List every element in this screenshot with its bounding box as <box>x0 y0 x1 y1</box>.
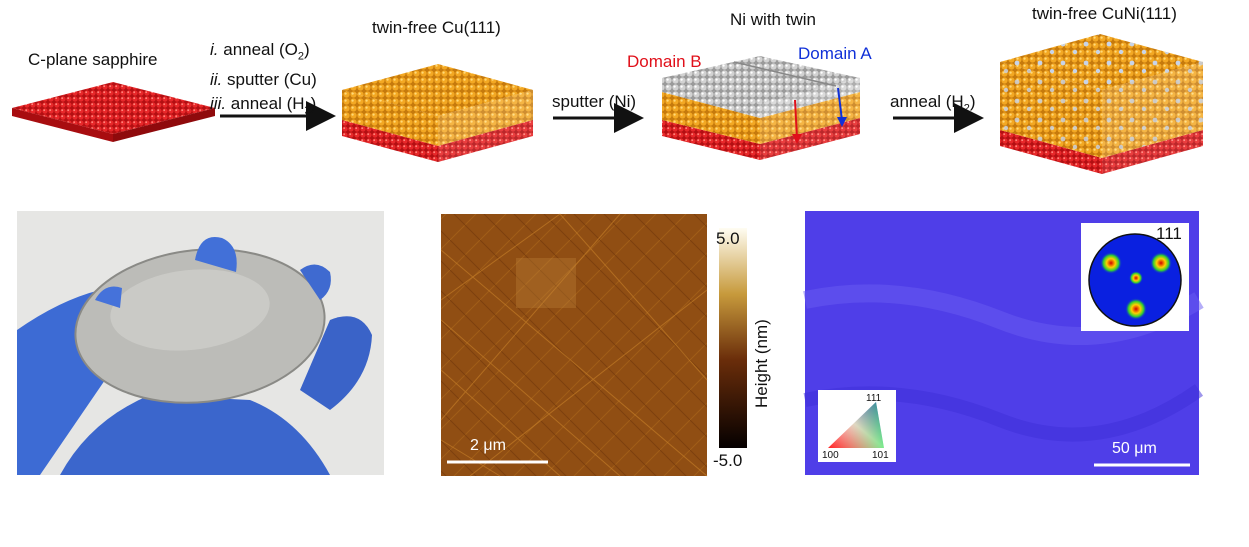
cuni-film-model <box>1000 34 1203 174</box>
sapphire-substrate <box>12 82 215 142</box>
stage4-label: twin-free CuNi(111) <box>1032 4 1177 23</box>
ebsd-scale-label: 50 μm <box>1112 440 1157 457</box>
afm-colorbar <box>719 228 747 448</box>
ebsd-map <box>803 211 1204 475</box>
cu-film-model <box>342 64 533 162</box>
domain-b-arrow <box>794 99 798 139</box>
arrow2-label: sputter (Ni) <box>552 92 637 111</box>
step-3: iii. anneal (H2) <box>210 94 317 117</box>
arrow3-label: anneal (H2) <box>890 92 976 115</box>
wafer-photo <box>17 211 384 475</box>
afm-image <box>440 213 708 477</box>
stage1-label: C-plane sapphire <box>28 50 158 69</box>
ipf-label-111: 111 <box>866 393 882 404</box>
colorbar-label: Height (nm) <box>752 319 771 408</box>
domain-b-label: Domain B <box>627 52 702 71</box>
afm-scale-label: 2 μm <box>470 437 506 454</box>
colorbar-min: -5.0 <box>713 451 743 470</box>
pole-figure-label: 111 <box>1156 224 1182 243</box>
colorbar-max: 5.0 <box>716 229 740 248</box>
ni-twin-model <box>662 56 860 160</box>
domain-a-label: Domain A <box>798 44 872 63</box>
ipf-label-100: 100 <box>822 450 839 461</box>
step-2: ii. sputter (Cu) <box>210 70 317 90</box>
ipf-label-101: 101 <box>872 450 889 461</box>
process-steps: i. anneal (O2) ii. sputter (Cu) iii. ann… <box>210 38 317 123</box>
domain-a-arrow <box>837 87 843 121</box>
step-1: i. anneal (O2) <box>210 40 310 63</box>
stage2-label: twin-free Cu(111) <box>372 18 501 37</box>
stage3-label: Ni with twin <box>730 10 816 29</box>
